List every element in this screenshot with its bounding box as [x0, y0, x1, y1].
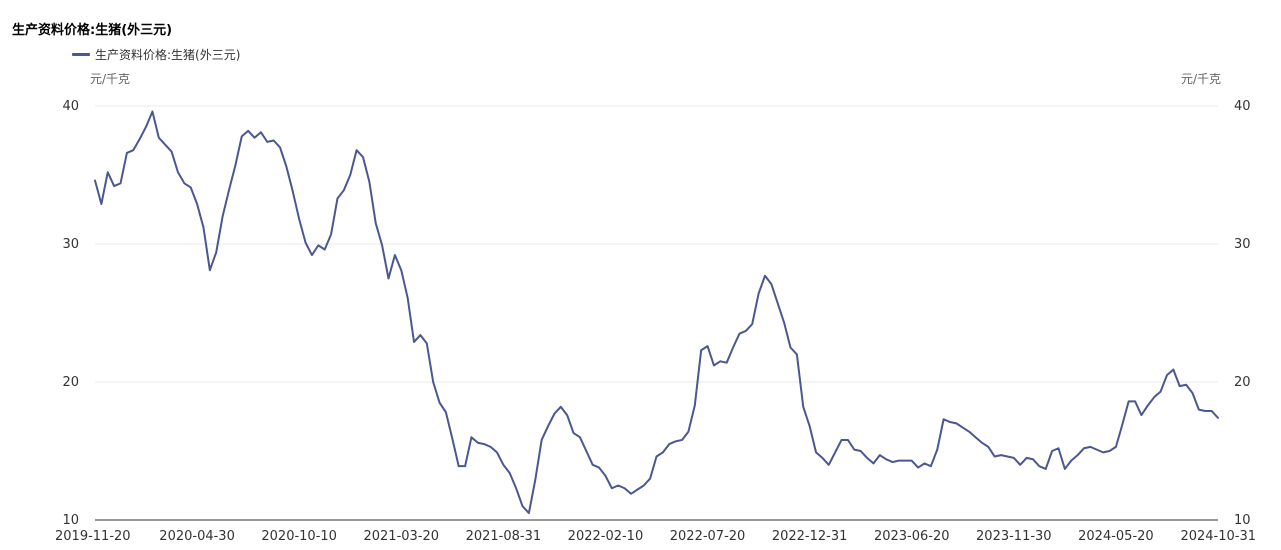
x-tick-label: 2021-03-20: [363, 529, 439, 544]
series-line: [94, 110, 1219, 515]
right-axis-unit: 元/千克: [1180, 72, 1221, 86]
x-tick-label: 2022-02-10: [568, 529, 644, 544]
y-tick-right-label: 10: [1234, 513, 1251, 528]
x-tick-label: 2024-10-31: [1180, 529, 1256, 544]
gridlines: [95, 105, 1218, 383]
legend-swatch: [72, 53, 90, 56]
y-tick-right-label: 40: [1234, 99, 1251, 114]
y-tick-right-label: 30: [1234, 237, 1251, 252]
chart-title: 生产资料价格:生猪(外三元): [12, 23, 173, 38]
y-tick-left-label: 30: [62, 237, 79, 252]
y-axis-right: 10 20 30 40: [1234, 99, 1251, 528]
legend[interactable]: 生产资料价格:生猪(外三元): [72, 46, 240, 63]
left-axis-unit: 元/千克: [90, 72, 131, 86]
y-tick-left-label: 10: [62, 513, 79, 528]
y-tick-right-label: 20: [1234, 375, 1251, 390]
y-tick-left-label: 40: [62, 99, 79, 114]
y-tick-left-label: 20: [62, 375, 79, 390]
x-tick-label: 2022-12-31: [772, 529, 848, 544]
x-tick-label: 2023-06-20: [874, 529, 950, 544]
x-tick-label: 2020-10-10: [261, 529, 337, 544]
y-axis-left: 10 20 30 40: [62, 99, 79, 528]
x-tick-label: 2019-11-20: [55, 529, 131, 544]
legend-label: 生产资料价格:生猪(外三元): [95, 48, 241, 62]
x-tick-label: 2022-07-20: [670, 529, 746, 544]
x-tick-label: 2024-05-20: [1078, 529, 1154, 544]
x-tick-label: 2023-11-30: [976, 529, 1052, 544]
x-axis: 2019-11-20 2020-04-30 2020-10-10 2021-03-20…: [55, 529, 1256, 544]
x-tick-label: 2020-04-30: [159, 529, 235, 544]
x-tick-label: 2021-08-31: [466, 529, 542, 544]
